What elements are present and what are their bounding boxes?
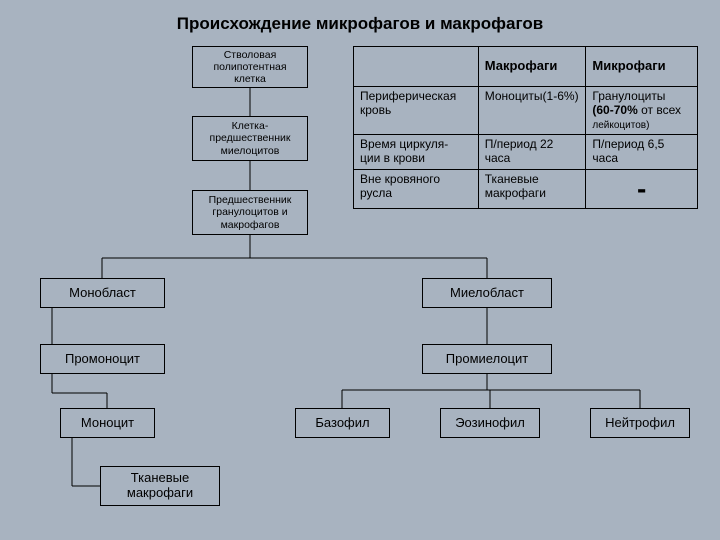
th-micro: Микрофаги <box>586 47 698 87</box>
page-title: Происхождение микрофагов и макрофагов <box>0 14 720 34</box>
table-cell: Периферическая кровь <box>354 87 479 135</box>
node-promyelocyte: Промиелоцит <box>422 344 552 374</box>
table-cell: Вне кровяногорусла <box>354 169 479 208</box>
table-row: Время циркуля-ции в кровиП/период 22 час… <box>354 135 698 170</box>
node-basophil: Базофил <box>295 408 390 438</box>
table-cell: П/период 22 часа <box>478 135 586 170</box>
node-myelo_pre: Клетка-предшественникмиелоцитов <box>192 116 308 161</box>
node-gm_pre: Предшественникгранулоцитов имакрофагов <box>192 190 308 235</box>
th-macro: Макрофаги <box>478 47 586 87</box>
table-cell: - <box>586 169 698 208</box>
table-cell: Время циркуля-ции в крови <box>354 135 479 170</box>
node-monocyte: Моноцит <box>60 408 155 438</box>
table-cell: Тканевыемакрофаги <box>478 169 586 208</box>
node-stem: Стволоваяполипотентнаяклетка <box>192 46 308 88</box>
table-cell: Гранулоциты(60-70% от всехлейкоцитов) <box>586 87 698 135</box>
node-neutrophil: Нейтрофил <box>590 408 690 438</box>
table-cell: Моноциты(1-6%) <box>478 87 586 135</box>
table-cell: П/период 6,5 часа <box>586 135 698 170</box>
comparison-table: Макрофаги Микрофаги Периферическая кровь… <box>353 46 698 209</box>
node-promonocyte: Промоноцит <box>40 344 165 374</box>
table-header-row: Макрофаги Микрофаги <box>354 47 698 87</box>
th-blank <box>354 47 479 87</box>
table-row: Вне кровяногоруслаТканевыемакрофаги- <box>354 169 698 208</box>
node-tissue_mac: Тканевыемакрофаги <box>100 466 220 506</box>
node-eosinophil: Эозинофил <box>440 408 540 438</box>
node-monoblast: Монобласт <box>40 278 165 308</box>
table-row: Периферическая кровьМоноциты(1-6%)Гранул… <box>354 87 698 135</box>
node-myeloblast: Миелобласт <box>422 278 552 308</box>
